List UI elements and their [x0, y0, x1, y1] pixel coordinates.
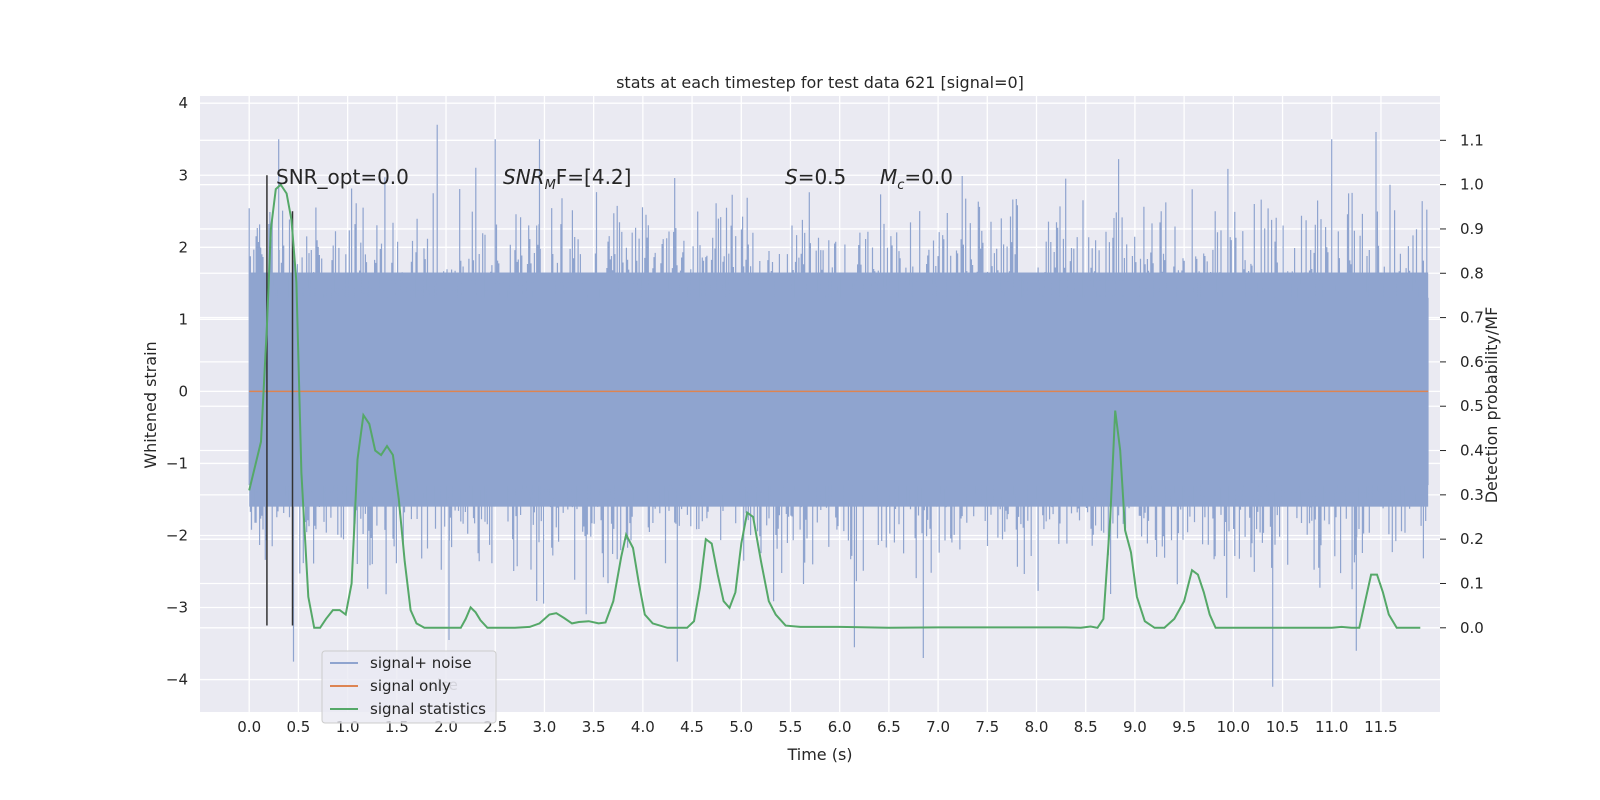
annotation-mc: Mc=0.0 — [880, 165, 953, 193]
x-tick-label: 3.5 — [582, 718, 606, 736]
y2-tick-label: 0.9 — [1460, 220, 1484, 238]
y-tick-label: −3 — [166, 599, 188, 617]
y-ticks: 4 3 2 1 0 −1 −2 −3 −4 — [166, 94, 188, 688]
y-tick-label: −1 — [166, 454, 188, 472]
y-tick-label: 3 — [178, 166, 188, 184]
y2-tick-label: 1.1 — [1460, 131, 1484, 149]
x-tick-label: 9.5 — [1172, 718, 1196, 736]
chart-title: stats at each timestep for test data 621… — [616, 73, 1024, 92]
x-tick-label: 4.0 — [631, 718, 655, 736]
y2-tick-label: 0.4 — [1460, 442, 1484, 460]
y2-tick-label: 0.2 — [1460, 530, 1484, 548]
y-tick-label: 0 — [178, 382, 188, 400]
annotation-snr-mf: SNRMF=[4.2] — [503, 165, 631, 193]
x-tick-label: 6.0 — [828, 718, 852, 736]
x-tick-label: 0.0 — [237, 718, 261, 736]
series-signal-noise — [248, 124, 1429, 687]
x-tick-label: 5.5 — [779, 718, 803, 736]
y2-tick-label: 0.1 — [1460, 574, 1484, 592]
x-tick-label: 9.0 — [1123, 718, 1147, 736]
vertical-markers — [266, 175, 294, 626]
x-tick-label: 5.0 — [729, 718, 753, 736]
snr-mf-symbol: SNR — [503, 165, 545, 189]
x-tick-label: 10.0 — [1217, 718, 1250, 736]
y2-tick-label: 0.6 — [1460, 353, 1484, 371]
legend-label-signal-statistics: signal statistics — [370, 700, 486, 718]
legend-label-signal-only: signal only — [370, 677, 451, 695]
x-tick-label: 7.0 — [926, 718, 950, 736]
x-ticks: 0.0 0.5 1.0 1.5 2.0 2.5 3.0 3.5 4.0 4.5 5.0 5.5 6.0 6… — [237, 718, 1397, 736]
annotation-snr-opt: SNR_opt=0.0 — [276, 165, 409, 189]
x-tick-label: 6.5 — [877, 718, 901, 736]
y2-tick-label: 0.5 — [1460, 397, 1484, 415]
noise-spikes — [248, 124, 1429, 687]
x-tick-label: 0.5 — [286, 718, 310, 736]
y-tick-label: −4 — [166, 671, 188, 689]
y2-ticks: 1.1 1.0 0.9 0.8 0.7 0.6 0.5 0.4 0.3 0.2 0.1 0.0 — [1440, 131, 1484, 637]
legend-box — [321, 650, 497, 724]
x-tick-label: 3.0 — [533, 718, 557, 736]
snr-mf-subscript: M — [545, 178, 556, 193]
x-tick-label: 10.5 — [1266, 718, 1299, 736]
y2-tick-label: 1.0 — [1460, 176, 1484, 194]
x-tick-label: 8.0 — [1025, 718, 1049, 736]
y2-axis-label: Detection probability/MF — [1482, 307, 1501, 504]
x-tick-label: 11.0 — [1315, 718, 1348, 736]
mc-subscript: c — [897, 178, 904, 193]
y-tick-label: 2 — [178, 238, 188, 256]
legend: noise signal+ noise signal only signal s… — [321, 650, 497, 724]
y-axis-label: Whitened strain — [141, 341, 160, 468]
x-tick-label: 11.5 — [1364, 718, 1397, 736]
y2-tick-label: 0.7 — [1460, 309, 1484, 327]
s-symbol: S — [785, 165, 798, 189]
series-signal-statistics — [248, 183, 1421, 629]
y2-tick-label: 0.3 — [1460, 486, 1484, 504]
y2-tick-label: 0.0 — [1460, 619, 1484, 637]
y-tick-label: 1 — [178, 310, 188, 328]
mc-symbol: M — [880, 165, 897, 189]
y2-tick-label: 0.8 — [1460, 264, 1484, 282]
x-tick-label: 8.5 — [1074, 718, 1098, 736]
x-axis-label: Time (s) — [786, 745, 852, 764]
legend-label-signal-noise: signal+ noise — [370, 654, 472, 672]
x-tick-label: 7.5 — [975, 718, 999, 736]
annotation-s: S=0.5 — [785, 165, 846, 189]
s-rest: =0.5 — [798, 165, 847, 189]
x-tick-label: 4.5 — [680, 718, 704, 736]
y-tick-label: −2 — [166, 526, 188, 544]
y-tick-label: 4 — [178, 94, 188, 112]
snr-mf-rest: F=[4.2] — [556, 165, 632, 189]
mc-rest: =0.0 — [904, 165, 953, 189]
